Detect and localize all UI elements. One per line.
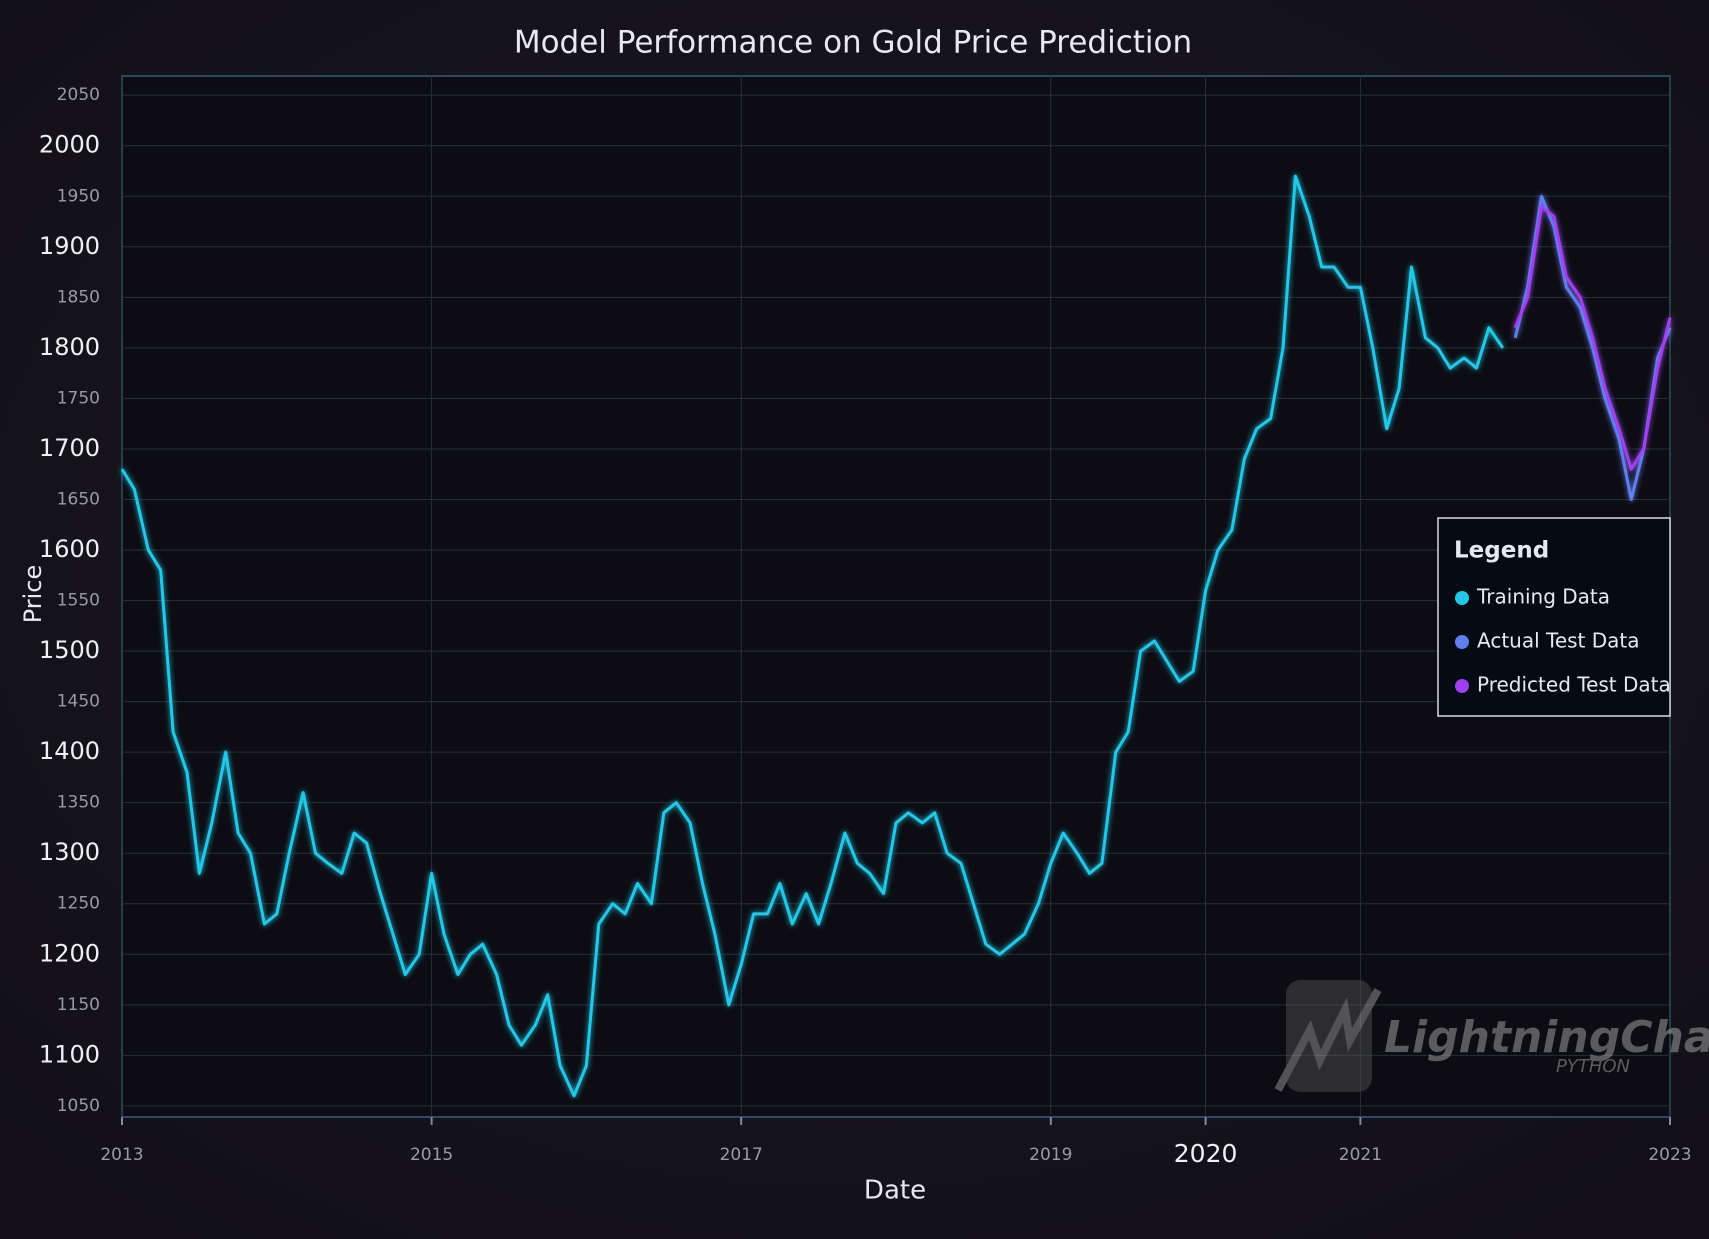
y-tick-label: 1650 [57, 489, 100, 509]
y-tick-label: 1550 [57, 591, 100, 611]
legend-box [1437, 517, 1671, 717]
watermark-logo-bolt [1274, 988, 1382, 1092]
y-tick-label: 1750 [57, 388, 100, 408]
x-tick-label: 2023 [1648, 1145, 1691, 1165]
legend-title: Legend [1454, 538, 1549, 564]
series-line [1513, 204, 1672, 471]
legend-swatch [1455, 635, 1469, 649]
x-tick-label: 2020 [1174, 1139, 1238, 1168]
y-tick-label: 1500 [39, 636, 100, 664]
legend-label: Predicted Test Data [1477, 673, 1671, 697]
y-axis-label: Price [19, 565, 47, 624]
legend-label: Actual Test Data [1477, 629, 1640, 653]
y-tick-label: 1600 [39, 535, 100, 563]
x-tick-label: 2013 [100, 1145, 143, 1165]
y-tick-label: 1050 [57, 1096, 100, 1116]
x-tick-label: 2021 [1339, 1145, 1382, 1165]
y-tick-label: 1800 [39, 333, 100, 361]
y-tick-label: 1950 [57, 186, 100, 206]
y-tick-label: 1850 [57, 287, 100, 307]
y-tick-label: 2050 [57, 85, 100, 105]
watermark-subtext: PYTHON [1556, 1056, 1630, 1077]
legend-label: Training Data [1476, 585, 1610, 609]
y-tick-label: 1900 [39, 232, 100, 260]
chart-title: Model Performance on Gold Price Predicti… [514, 25, 1192, 61]
legend-swatch [1455, 591, 1469, 605]
watermark-logo [1286, 980, 1372, 1092]
plot-area [121, 75, 1671, 1118]
y-tick-label: 1300 [39, 838, 100, 866]
x-axis-label: Date [864, 1176, 926, 1206]
x-tick-label: 2017 [720, 1145, 763, 1165]
legend-swatch [1455, 679, 1469, 693]
x-tick-label: 2015 [410, 1145, 453, 1165]
watermark-text: LightningChart [1384, 1012, 1709, 1063]
grid [121, 76, 1671, 1117]
series-line [120, 174, 1505, 1098]
legend: Legend Training Data Actual Test Data Pred… [1437, 517, 1671, 717]
series-lines [120, 174, 1672, 1098]
watermark: LightningChart PYTHON [1274, 980, 1709, 1092]
x-tick-label: 2019 [1029, 1145, 1072, 1165]
y-tick-label: 1700 [39, 434, 100, 462]
y-tick-label: 1100 [39, 1040, 100, 1068]
y-tick-label: 1250 [57, 894, 100, 914]
y-tick-label: 1450 [57, 692, 100, 712]
y-tick-label: 1150 [57, 995, 100, 1015]
y-tick-label: 1200 [39, 939, 100, 967]
y-tick-label: 1400 [39, 737, 100, 765]
y-tick-label: 2000 [39, 131, 100, 159]
y-tick-label: 1350 [57, 793, 100, 813]
